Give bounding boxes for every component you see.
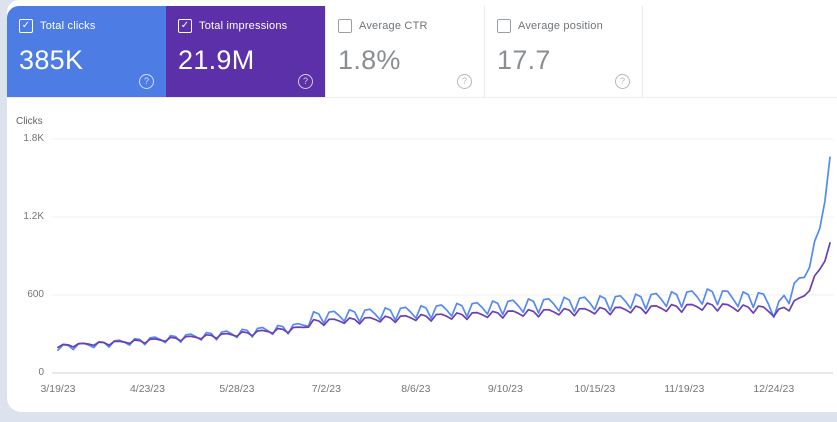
checkbox-icon[interactable]: ✓ (19, 19, 33, 33)
metric-card-value: 385K (19, 45, 84, 75)
x-tick-label: 5/28/23 (219, 383, 255, 395)
y-tick-label: 600 (27, 289, 44, 300)
x-tick-label: 9/10/23 (487, 383, 523, 395)
header-divider (7, 97, 837, 98)
metric-card-value: 21.9M (178, 45, 255, 75)
y-tick-label: 0 (38, 367, 44, 378)
metric-card-average-ctr[interactable]: Average CTR 1.8% ? (325, 6, 484, 97)
metric-card-value: 1.8% (338, 45, 401, 75)
metric-card-label: Average CTR (359, 20, 428, 32)
checkbox-icon[interactable]: ✓ (178, 19, 192, 33)
checkbox-icon[interactable] (497, 19, 511, 33)
help-icon[interactable]: ? (139, 74, 154, 89)
metric-card-average-position[interactable]: Average position 17.7 ? (484, 6, 643, 97)
y-tick-label: 1.2K (23, 211, 44, 222)
y-tick-label: 1.8K (23, 133, 44, 144)
x-tick-label: 10/15/23 (574, 383, 616, 395)
x-tick-label: 8/6/23 (401, 383, 431, 395)
metric-card-total-clicks[interactable]: ✓ Total clicks 385K ? (7, 6, 166, 97)
x-tick-label: 11/19/23 (664, 383, 705, 395)
x-tick-label: 7/2/23 (311, 383, 341, 395)
checkbox-icon[interactable] (338, 19, 352, 33)
help-icon[interactable]: ? (615, 74, 630, 89)
help-icon[interactable]: ? (298, 74, 313, 89)
x-tick-label: 12/24/23 (753, 383, 795, 395)
metric-card-value: 17.7 (497, 45, 551, 75)
x-tick-label: 4/23/23 (129, 383, 165, 395)
help-icon[interactable]: ? (457, 74, 472, 89)
metric-card-label: Average position (518, 20, 603, 32)
metric-card-total-impressions[interactable]: ✓ Total impressions 21.9M ? (166, 6, 325, 97)
metric-card-label: Total clicks (40, 20, 96, 32)
metric-card-label: Total impressions (199, 20, 288, 32)
x-tick-label: 3/19/23 (40, 383, 76, 395)
y-axis-title: Clicks (16, 116, 43, 127)
